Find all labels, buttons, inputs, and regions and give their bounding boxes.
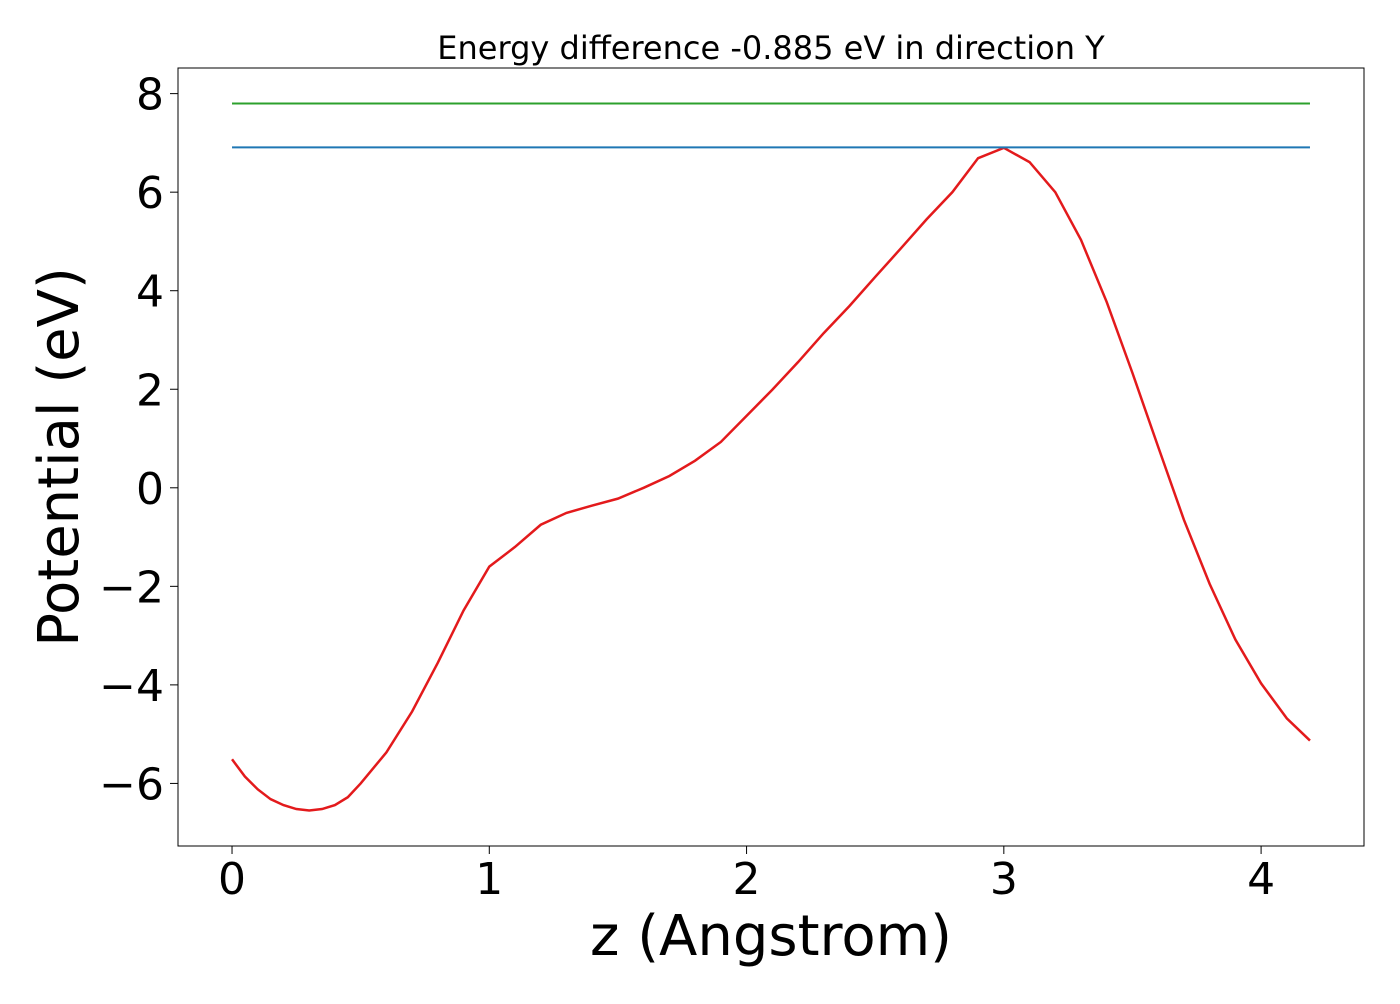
y-tick-label: −2 (99, 562, 164, 613)
y-tick-label: 8 (136, 70, 164, 121)
x-tick-label: 1 (475, 854, 503, 905)
x-tick-label: 2 (733, 854, 761, 905)
y-tick-label: 2 (136, 365, 164, 416)
y-tick-label: −6 (99, 759, 164, 810)
x-tick-label: 4 (1247, 854, 1275, 905)
x-axis-label: z (Angstrom) (590, 904, 952, 969)
plot-frame (177, 67, 1365, 847)
y-tick-label: −4 (99, 661, 164, 712)
y-tick-label: 4 (136, 267, 164, 318)
x-tick-label: 3 (990, 854, 1018, 905)
chart-title: Energy difference -0.885 eV in direction… (437, 29, 1105, 67)
y-tick-label: 6 (136, 168, 164, 219)
x-tick-label: 0 (218, 854, 246, 905)
line-series (231, 146, 1311, 812)
y-axis-label: Potential (eV) (27, 267, 92, 647)
y-tick-label: 0 (136, 464, 164, 515)
